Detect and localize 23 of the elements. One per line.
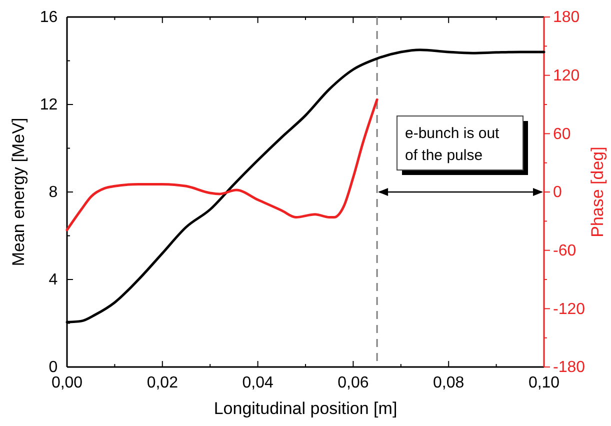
- y2-tick-label: 120: [553, 67, 580, 84]
- x-tick-label: 0,08: [433, 374, 464, 392]
- x-tick-label: 0,02: [146, 374, 178, 392]
- x-tick-label: 0,04: [242, 374, 274, 392]
- y2-axis-title: Phase [deg]: [588, 146, 607, 238]
- x-axis-title: Longitudinal position [m]: [214, 399, 398, 418]
- y2-tick-label: -120: [553, 300, 586, 318]
- y-tick-label: 8: [48, 184, 58, 202]
- x-tick-label: 0,00: [51, 374, 83, 392]
- line-series: [66, 98, 378, 232]
- y2-tick-label: 0: [553, 184, 562, 202]
- x-tick-label: 0,06: [338, 374, 369, 392]
- y2-tick-label: 60: [553, 126, 571, 143]
- y2-tick-label: -60: [553, 242, 576, 260]
- y-axis-title: Mean energy [MeV]: [9, 118, 28, 266]
- y-tick-label: 16: [40, 9, 58, 26]
- y2-tick-label: 180: [553, 9, 580, 26]
- y2-tick-label: -180: [553, 359, 586, 376]
- y-tick-label: 0: [48, 359, 58, 376]
- y-tick-label: 4: [48, 272, 58, 289]
- y-tick-label: 12: [40, 96, 58, 114]
- annotation: e-bunch is out of the pulse: [405, 125, 500, 164]
- x-tick-label: 0,10: [528, 374, 560, 392]
